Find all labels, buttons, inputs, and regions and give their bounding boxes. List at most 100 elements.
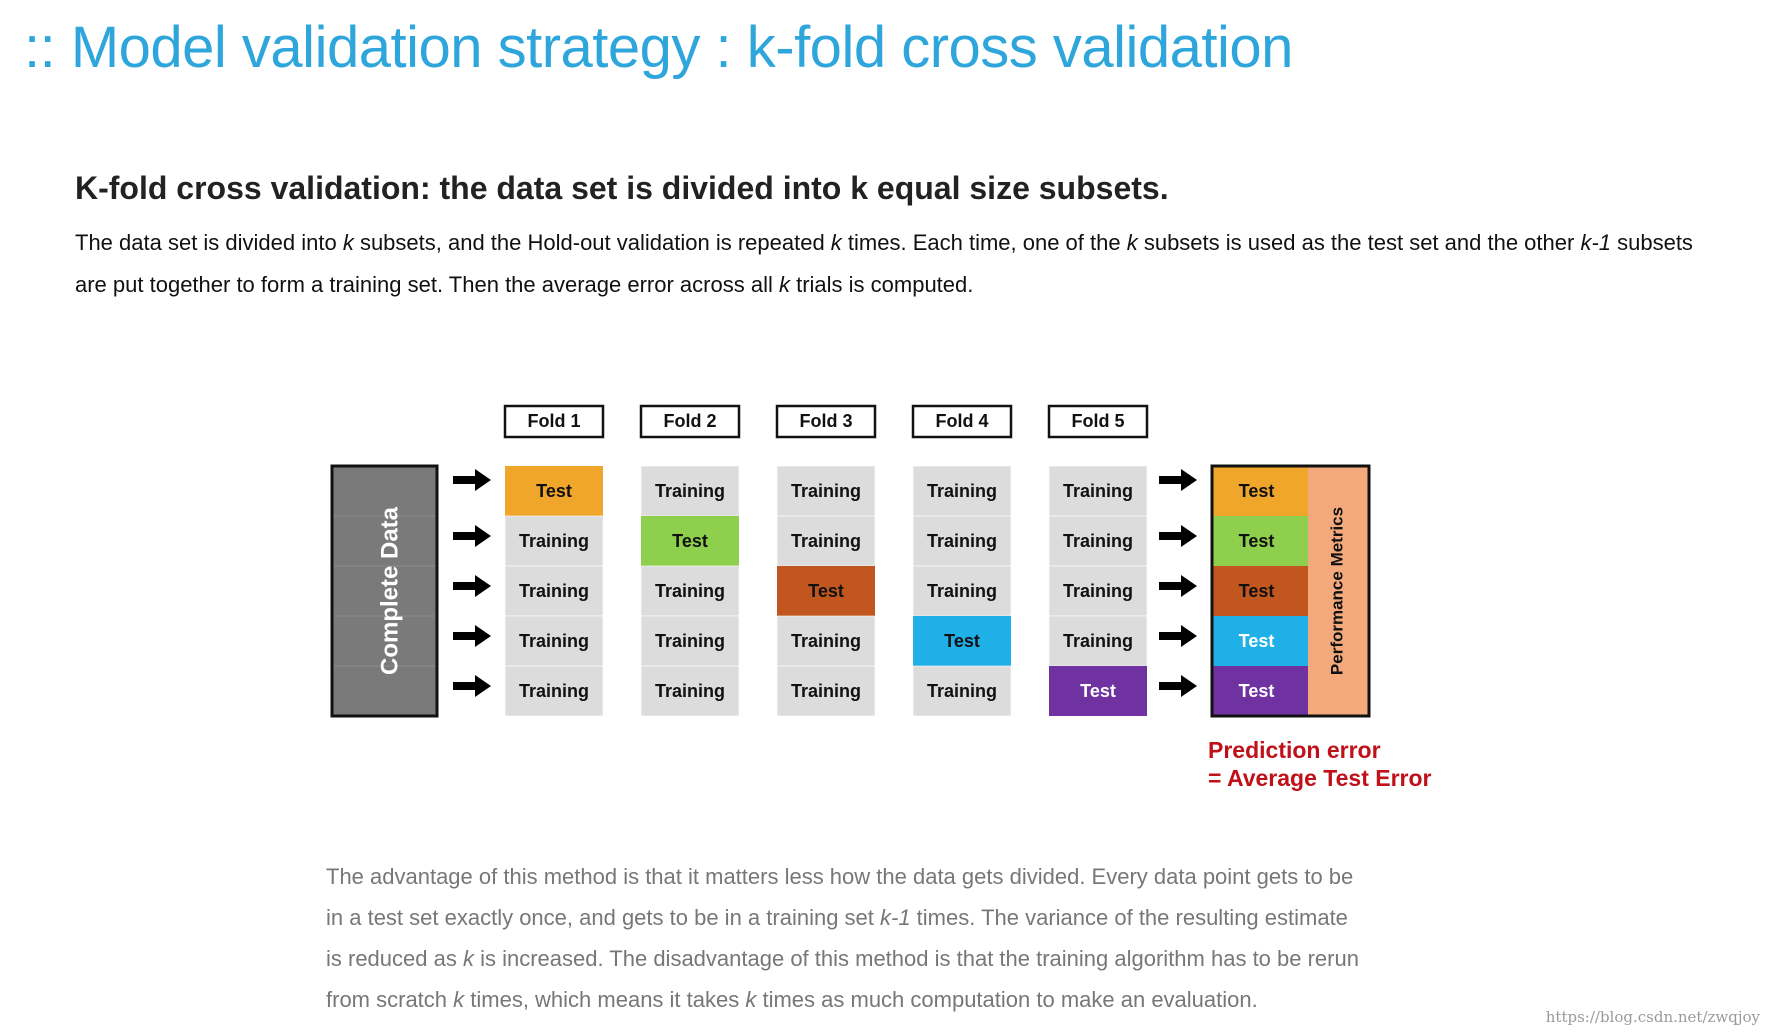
text-segment: is reduced as xyxy=(326,946,463,971)
heading-text-end: equal size subsets. xyxy=(868,170,1169,206)
italic-term: k xyxy=(342,230,354,255)
training-cell xyxy=(504,565,604,617)
italic-term: k xyxy=(745,987,757,1012)
training-cell-label: Training xyxy=(791,681,861,701)
training-cell xyxy=(912,565,1012,617)
right-arrow-icon xyxy=(453,525,491,547)
intro-line-1: The data set is divided into k subsets, … xyxy=(75,222,1755,264)
heading-k: k xyxy=(850,170,869,206)
training-cell xyxy=(504,615,604,667)
result-test-cell xyxy=(1213,566,1308,616)
page-title: :: Model validation strategy : k-fold cr… xyxy=(24,15,1293,80)
result-test-label: Test xyxy=(1239,581,1275,601)
prediction-error-label: Prediction error = Average Test Error xyxy=(1208,736,1432,792)
text-segment: are put together to form a training set.… xyxy=(75,272,779,297)
training-cell xyxy=(1048,515,1148,567)
training-cell xyxy=(776,465,876,517)
fold-header-box xyxy=(1047,404,1149,439)
training-cell-label: Training xyxy=(519,531,589,551)
right-arrow-icon xyxy=(1159,469,1197,491)
note-line-2: in a test set exactly once, and gets to … xyxy=(326,897,1446,938)
test-cell xyxy=(1049,666,1147,716)
text-segment: from scratch xyxy=(326,987,454,1012)
training-cell-label: Training xyxy=(655,481,725,501)
note-line-1: The advantage of this method is that it … xyxy=(326,856,1446,897)
performance-metrics-bar xyxy=(1308,466,1368,716)
training-cell-label: Training xyxy=(519,631,589,651)
training-cell xyxy=(1048,465,1148,517)
complete-data-box xyxy=(330,464,439,718)
section-heading: K-fold cross validation: the data set is… xyxy=(75,170,1169,207)
fold-header-label: Fold 1 xyxy=(528,411,581,431)
result-test-cell xyxy=(1213,516,1308,566)
right-arrow-icon xyxy=(1159,625,1197,647)
training-cell-label: Training xyxy=(1063,581,1133,601)
result-test-cell xyxy=(1213,466,1308,516)
italic-term: k xyxy=(462,946,474,971)
fold-header-label: Fold 3 xyxy=(800,411,853,431)
training-cell-label: Training xyxy=(791,531,861,551)
test-cell xyxy=(641,516,739,566)
training-cell xyxy=(912,515,1012,567)
result-test-cell xyxy=(1213,616,1308,666)
test-cell-label: Test xyxy=(672,531,708,551)
results-outline xyxy=(1210,464,1371,718)
text-segment: subsets, and the Hold-out validation is … xyxy=(353,230,831,255)
training-cell-label: Training xyxy=(927,531,997,551)
training-cell-label: Training xyxy=(927,581,997,601)
training-cell-label: Training xyxy=(1063,481,1133,501)
advantages-paragraph: The advantage of this method is that it … xyxy=(326,856,1446,1020)
complete-data-label: Complete Data xyxy=(376,506,403,675)
right-arrow-icon xyxy=(1159,525,1197,547)
text-segment: in a test set exactly once, and gets to … xyxy=(326,905,880,930)
training-cell xyxy=(640,615,740,667)
training-cell-label: Training xyxy=(1063,531,1133,551)
prediction-error-line-1: Prediction error xyxy=(1208,737,1381,763)
fold-header-label: Fold 4 xyxy=(936,411,989,431)
training-cell-label: Training xyxy=(927,481,997,501)
fold-header-label: Fold 2 xyxy=(664,411,717,431)
right-arrow-icon xyxy=(453,625,491,647)
right-arrow-icon xyxy=(453,675,491,697)
text-segment: The advantage of this method is that it … xyxy=(326,864,1354,889)
training-cell-label: Training xyxy=(791,631,861,651)
fold-header-box xyxy=(639,404,741,439)
italic-term: k-1 xyxy=(880,905,911,930)
text-segment: times. Each time, one of the xyxy=(841,230,1127,255)
test-cell xyxy=(913,616,1011,666)
result-test-label: Test xyxy=(1239,631,1275,651)
text-segment: subsets xyxy=(1611,230,1693,255)
prediction-error-line-2: = Average Test Error xyxy=(1208,765,1432,791)
result-test-cell xyxy=(1213,666,1308,716)
fold-header-box xyxy=(911,404,1013,439)
training-cell-label: Training xyxy=(655,681,725,701)
training-cell xyxy=(504,515,604,567)
text-segment: subsets is used as the test set and the … xyxy=(1137,230,1581,255)
italic-term: k xyxy=(453,987,465,1012)
test-cell-label: Test xyxy=(1080,681,1116,701)
training-cell-label: Training xyxy=(519,581,589,601)
test-cell xyxy=(505,466,603,516)
training-cell xyxy=(912,665,1012,717)
training-cell xyxy=(640,665,740,717)
performance-metrics-label: Performance Metrics xyxy=(1327,507,1346,675)
training-cell-label: Training xyxy=(927,681,997,701)
training-cell xyxy=(912,465,1012,517)
fold-header-box xyxy=(775,404,877,439)
note-line-4: from scratch k times, which means it tak… xyxy=(326,979,1446,1020)
training-cell-label: Training xyxy=(655,581,725,601)
right-arrow-icon xyxy=(453,575,491,597)
training-cell xyxy=(640,465,740,517)
test-cell-label: Test xyxy=(536,481,572,501)
right-arrow-icon xyxy=(1159,675,1197,697)
training-cell-label: Training xyxy=(519,681,589,701)
intro-line-2: are put together to form a training set.… xyxy=(75,264,1755,306)
text-segment: times as much computation to make an eva… xyxy=(756,987,1258,1012)
italic-term: k xyxy=(1126,230,1138,255)
text-segment: trials is computed. xyxy=(789,272,974,297)
source-url: https://blog.csdn.net/zwqjoy xyxy=(1545,1008,1760,1026)
test-cell-label: Test xyxy=(808,581,844,601)
text-segment: times, which means it takes xyxy=(464,987,746,1012)
right-arrow-icon xyxy=(453,469,491,491)
